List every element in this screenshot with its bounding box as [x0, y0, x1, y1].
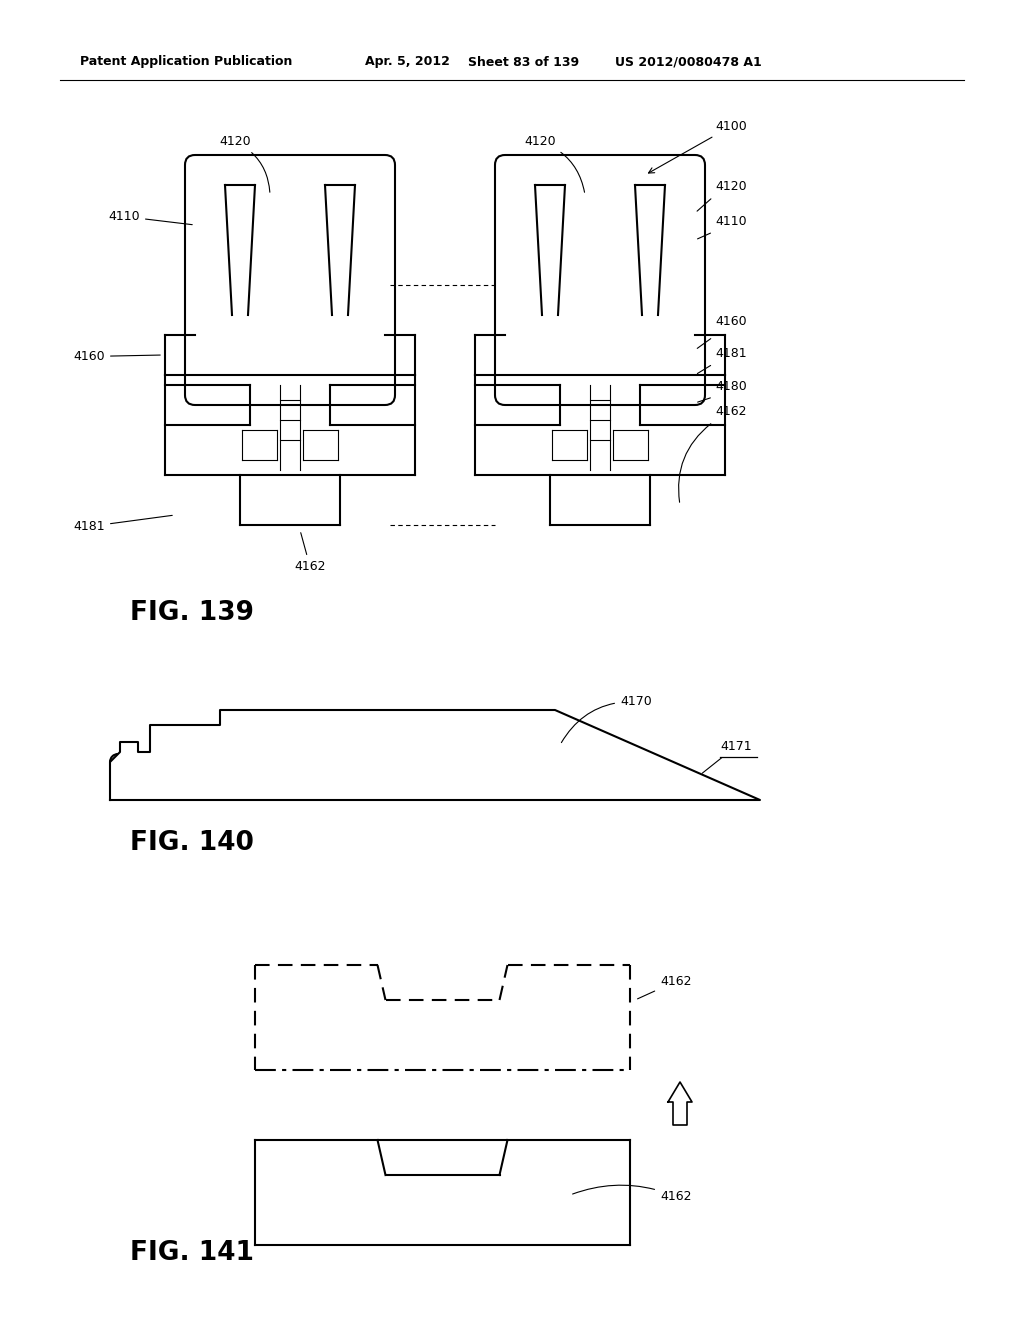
Text: 4120: 4120: [524, 135, 585, 193]
Text: 4120: 4120: [715, 180, 746, 193]
Text: 4180: 4180: [715, 380, 746, 393]
Text: 4160: 4160: [74, 350, 160, 363]
Text: US 2012/0080478 A1: US 2012/0080478 A1: [615, 55, 762, 69]
Text: 4100: 4100: [648, 120, 746, 173]
Text: Apr. 5, 2012: Apr. 5, 2012: [365, 55, 450, 69]
Text: 4110: 4110: [715, 215, 746, 228]
Text: FIG. 141: FIG. 141: [130, 1239, 254, 1266]
Text: 4120: 4120: [219, 135, 270, 193]
FancyBboxPatch shape: [185, 154, 395, 405]
Text: 4162: 4162: [294, 533, 326, 573]
Text: 4170: 4170: [561, 696, 651, 743]
Text: 4171: 4171: [702, 741, 752, 774]
Text: 4162: 4162: [572, 1185, 691, 1203]
Text: 4181: 4181: [74, 515, 172, 533]
Text: 4181: 4181: [715, 347, 746, 360]
Text: 4162: 4162: [715, 405, 746, 418]
Text: 4162: 4162: [638, 975, 691, 999]
Text: FIG. 140: FIG. 140: [130, 830, 254, 855]
FancyBboxPatch shape: [495, 154, 705, 405]
Text: 4110: 4110: [109, 210, 193, 224]
Text: Patent Application Publication: Patent Application Publication: [80, 55, 293, 69]
Text: FIG. 139: FIG. 139: [130, 601, 254, 626]
Text: Sheet 83 of 139: Sheet 83 of 139: [468, 55, 580, 69]
Text: 4160: 4160: [715, 315, 746, 327]
